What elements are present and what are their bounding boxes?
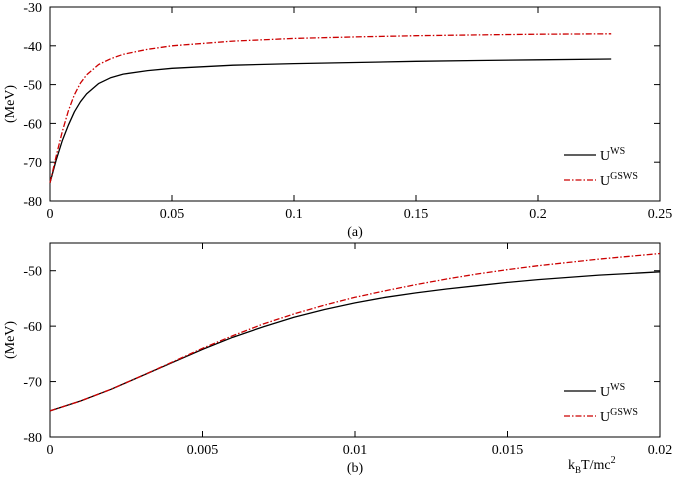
y-tick-label: -50 (23, 265, 42, 280)
y-tick-label: -70 (23, 156, 42, 171)
legend-label-ws: UWS (600, 146, 625, 164)
x-tick-label: 0.015 (492, 443, 524, 458)
legend: UWS UGSWS (564, 382, 638, 425)
y-tick-label: -30 (23, 1, 42, 16)
x-axis-title: kBT/mc2 (568, 455, 616, 475)
series-layer (49, 252, 661, 412)
y-tick-label: -60 (23, 117, 42, 132)
x-tick-label: 0 (47, 443, 54, 458)
panel-b: 0 0.005 0.01 0.015 0.02 -80 -70 -60 -50 (MeV) (… (3, 242, 673, 476)
series-line-gsws (49, 252, 661, 412)
plot-frame (49, 6, 661, 202)
series-line-ws (49, 271, 661, 412)
x-tick-label: 0 (47, 207, 54, 222)
y-tick-label: -70 (23, 376, 42, 391)
y-axis-ticks: -80 -70 -60 -50 (23, 265, 660, 446)
x-axis-ticks: 0 0.005 0.01 0.015 0.02 (47, 243, 673, 458)
series-line-gsws (49, 33, 612, 183)
legend-label-gsws: UGSWS (600, 407, 638, 425)
x-tick-label: 0.25 (648, 207, 673, 222)
legend-label-ws: UWS (600, 382, 625, 400)
y-axis-ticks: -80 -70 -60 -50 -40 -30 (23, 1, 660, 210)
x-tick-label: 0.15 (404, 207, 429, 222)
x-axis-ticks: 0 0.05 0.1 0.15 0.2 0.25 (47, 7, 673, 222)
x-tick-label: 0.05 (160, 207, 185, 222)
x-tick-label: 0.02 (648, 443, 673, 458)
y-tick-label: -80 (23, 195, 42, 210)
panel-label: (b) (347, 461, 364, 476)
y-tick-label: -60 (23, 320, 42, 335)
y-axis-title: (MeV) (3, 321, 18, 359)
series-line-ws (49, 58, 612, 183)
plot-frame (49, 242, 661, 438)
panel-label: (a) (347, 225, 363, 240)
x-tick-label: 0.005 (187, 443, 219, 458)
legend-label-gsws: UGSWS (600, 171, 638, 189)
y-tick-label: -50 (23, 79, 42, 94)
y-axis-title: (MeV) (3, 85, 18, 123)
legend: UWS UGSWS (564, 146, 638, 189)
y-tick-label: -80 (23, 431, 42, 446)
panel-a: 0 0.05 0.1 0.15 0.2 0.25 -80 -70 -60 -50 -40 -30 (… (3, 1, 672, 240)
y-tick-label: -40 (23, 40, 42, 55)
x-tick-label: 0.2 (529, 207, 547, 222)
x-tick-label: 0.01 (343, 443, 368, 458)
series-layer (49, 33, 612, 183)
x-tick-label: 0.1 (285, 207, 303, 222)
